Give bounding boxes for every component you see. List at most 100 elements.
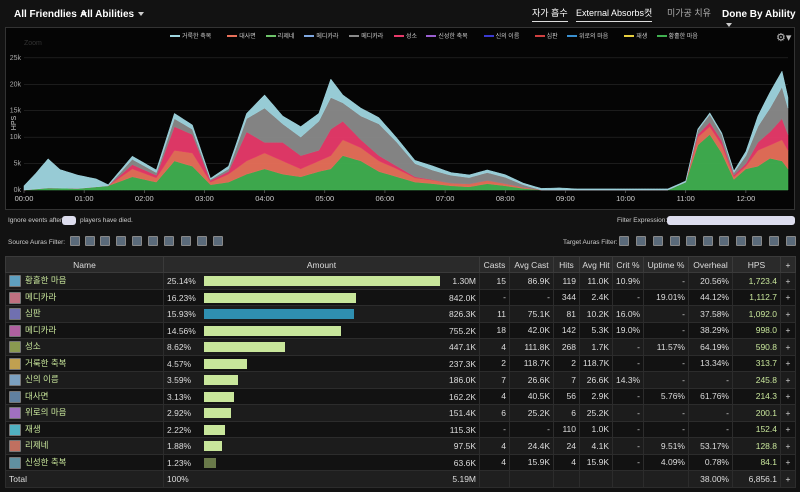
ability-name-cell[interactable]: 신의 이름 — [5, 371, 164, 389]
ability-name[interactable]: 심판 — [25, 308, 41, 319]
expand-button[interactable]: + — [780, 354, 796, 372]
column-header[interactable]: HPS — [732, 256, 781, 273]
expand-button[interactable]: + — [780, 305, 796, 323]
expand-button[interactable]: + — [780, 288, 796, 306]
aura-filter-icon[interactable] — [686, 236, 696, 246]
legend-item[interactable]: 재생 — [624, 31, 647, 40]
table-row[interactable]: 메디카라 14.56% 755.2K 18 42.0K 142 5.3K 19.0% -38.2… — [5, 321, 796, 339]
aura-filter-icon[interactable] — [736, 236, 746, 246]
tab-cut[interactable]: 컷 — [644, 6, 653, 22]
ability-name-cell[interactable]: 메디카라 — [5, 288, 164, 306]
legend-item[interactable]: 성소 — [394, 31, 417, 40]
legend-item[interactable]: 심판 — [534, 31, 558, 40]
ability-name-cell[interactable]: 거룩한 축복 — [5, 354, 164, 372]
ability-name-cell[interactable]: 성소 — [5, 338, 164, 356]
column-header[interactable]: Avg Cast — [509, 256, 554, 273]
table-row[interactable]: 신성한 축복 1.23% 63.6K 4 15.9K 4 15.9K -4.09% 0.78% 8… — [5, 453, 796, 471]
column-header[interactable]: Hits — [553, 256, 580, 273]
expand-button[interactable]: + — [780, 371, 796, 389]
ability-name-cell[interactable]: 심판 — [5, 305, 164, 323]
expand-button[interactable]: + — [780, 437, 796, 455]
table-row[interactable]: 황홀한 마음 25.14% 1.30M 15 86.9K 119 11.0K 10.9% -20… — [5, 272, 796, 290]
expand-button[interactable]: + — [780, 387, 796, 405]
legend-item[interactable]: 신성한 축복 — [426, 31, 468, 40]
aura-filter-icon[interactable] — [752, 236, 762, 246]
legend-item[interactable]: 메디카라 — [349, 31, 383, 40]
ability-name-cell[interactable]: 신성한 축복 — [5, 453, 164, 471]
ability-name[interactable]: 메디카라 — [25, 291, 57, 302]
ability-name[interactable]: 신의 이름 — [25, 374, 59, 385]
table-row[interactable]: 리제네 1.88% 97.5K 4 24.4K 24 4.1K -9.51% 53.17% 128… — [5, 437, 796, 455]
aura-filter-icon[interactable] — [213, 236, 223, 246]
ability-name[interactable]: 재생 — [25, 423, 41, 434]
ability-name[interactable]: 황홀한 마음 — [25, 275, 67, 286]
dead-players-input[interactable] — [62, 216, 76, 225]
aura-filter-icon[interactable] — [181, 236, 191, 246]
abilities-dropdown[interactable]: All Abilities — [80, 9, 145, 20]
aura-filter-icon[interactable] — [197, 236, 207, 246]
column-header[interactable]: Casts — [479, 256, 510, 273]
table-row[interactable]: 성소 8.62% 447.1K 4 111.8K 268 1.7K -11.57% 64.19%… — [5, 338, 796, 356]
legend-item[interactable]: 메디카라 — [304, 31, 338, 40]
ability-name[interactable]: 거룩한 축복 — [25, 357, 67, 368]
ability-name-cell[interactable]: 황홀한 마음 — [5, 272, 164, 290]
aura-filter-icon[interactable] — [769, 236, 779, 246]
legend-item[interactable]: 거룩한 축복 — [170, 31, 211, 40]
column-header[interactable]: Uptime % — [643, 256, 689, 273]
ability-name[interactable]: 성소 — [25, 341, 41, 352]
table-row[interactable]: 재생 2.22% 115.3K - -110 1.0K - - -152.4 + — [5, 420, 796, 438]
column-header[interactable]: Overheal — [688, 256, 733, 273]
aura-filter-icon[interactable] — [148, 236, 158, 246]
table-row[interactable]: 위로의 마음 2.92% 151.4K 6 25.2K 6 25.2K - - -200.1 + — [5, 404, 796, 422]
aura-filter-icon[interactable] — [703, 236, 713, 246]
aura-filter-icon[interactable] — [786, 236, 796, 246]
legend-item[interactable]: 신의 이름 — [483, 31, 519, 40]
column-header[interactable]: Amount — [163, 256, 480, 273]
legend-item[interactable]: 황홀한 마음 — [656, 31, 698, 40]
expand-button[interactable]: + — [780, 338, 796, 356]
aura-filter-icon[interactable] — [116, 236, 126, 246]
expand-button[interactable]: + — [780, 420, 796, 438]
expand-button[interactable]: + — [780, 453, 796, 471]
aura-filter-icon[interactable] — [653, 236, 663, 246]
aura-filter-icon[interactable] — [719, 236, 729, 246]
ability-name[interactable]: 신성한 축복 — [25, 456, 67, 467]
ability-name[interactable]: 대사면 — [25, 390, 49, 401]
expand-button[interactable]: + — [780, 470, 796, 488]
ability-name-cell[interactable]: 재생 — [5, 420, 164, 438]
gear-icon[interactable]: ⚙▾ — [776, 32, 792, 44]
table-row[interactable]: 대사면 3.13% 162.2K 4 40.5K 56 2.9K -5.76% 61.76% 21… — [5, 387, 796, 405]
table-row[interactable]: 거룩한 축복 4.57% 237.3K 2 118.7K 2 118.7K - -13.34% 3… — [5, 354, 796, 372]
ability-name-cell[interactable]: 메디카라 — [5, 321, 164, 339]
hps-chart[interactable]: Zoom 0k 5k 10k 15k 20k 25k HPS 00:00 01:00 02:00 03… — [5, 27, 795, 210]
expand-button[interactable]: + — [780, 272, 796, 290]
aura-filter-icon[interactable] — [70, 236, 80, 246]
chart-canvas[interactable]: Zoom 0k 5k 10k 15k 20k 25k HPS 00:00 01:00 02:00 03… — [6, 28, 796, 211]
expand-button[interactable]: + — [780, 321, 796, 339]
tab-raw-heal[interactable]: 미가공 치유 — [667, 8, 711, 18]
aura-filter-icon[interactable] — [132, 236, 142, 246]
ability-name[interactable]: 메디카라 — [25, 324, 57, 335]
ability-name-cell[interactable]: 대사면 — [5, 387, 164, 405]
table-row[interactable]: 메디카라 16.23% 842.0K - -344 2.4K -19.01% 44.12% 1,… — [5, 288, 796, 306]
ability-name[interactable]: 리제네 — [25, 440, 49, 451]
legend-item[interactable]: 리제네 — [265, 31, 294, 40]
ability-name[interactable]: 위로의 마음 — [25, 407, 67, 418]
aura-filter-icon[interactable] — [164, 236, 174, 246]
legend-item[interactable]: 위로의 마음 — [567, 31, 608, 40]
aura-filter-icon[interactable] — [636, 236, 646, 246]
expand-button[interactable]: + — [780, 404, 796, 422]
friendlies-dropdown[interactable]: All Friendlies — [14, 9, 87, 20]
ability-name-cell[interactable]: 리제네 — [5, 437, 164, 455]
tab-external-absorbs[interactable]: External Absorbs — [576, 6, 645, 22]
table-row[interactable]: 신의 이름 3.59% 186.0K 7 26.6K 7 26.6K 14.3% - -245.8… — [5, 371, 796, 389]
aura-filter-icon[interactable] — [85, 236, 95, 246]
column-header[interactable]: + — [780, 256, 796, 273]
column-header[interactable]: Name — [5, 256, 164, 273]
aura-filter-icon[interactable] — [619, 236, 629, 246]
filter-expression-input[interactable] — [667, 216, 795, 225]
table-row[interactable]: 심판 15.93% 826.3K 11 75.1K 81 10.2K 16.0% -37.58%… — [5, 305, 796, 323]
aura-filter-icon[interactable] — [100, 236, 110, 246]
ability-name-cell[interactable]: 위로의 마음 — [5, 404, 164, 422]
legend-item[interactable]: 대사면 — [227, 31, 256, 40]
